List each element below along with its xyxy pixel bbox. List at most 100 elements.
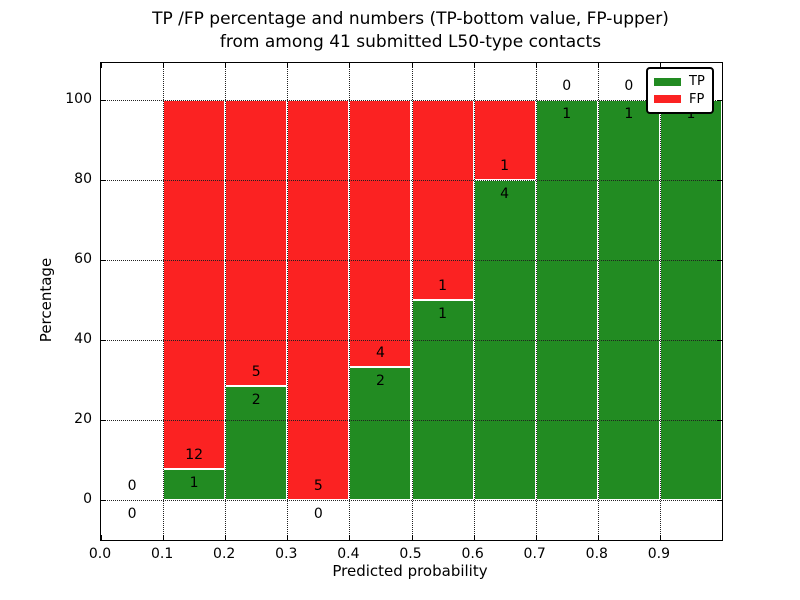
x-tick-label: 0.8	[585, 546, 608, 562]
gridline-vertical	[163, 63, 165, 540]
x-tick-mark	[535, 535, 537, 540]
x-tick-mark	[349, 63, 351, 68]
x-axis-label: Predicted probability	[332, 562, 488, 580]
x-tick-mark	[411, 63, 413, 68]
gridline-vertical	[287, 63, 289, 540]
legend-item-fp: FP	[654, 93, 706, 106]
x-tick-mark	[101, 63, 102, 68]
gridline-vertical	[597, 63, 599, 540]
y-tick-label: 80	[74, 171, 92, 187]
tp-count-label: 2	[251, 391, 261, 408]
bar-segment-tp	[659, 100, 722, 500]
bar-segment-tp	[535, 100, 598, 500]
bar-segment-tp	[225, 385, 288, 500]
x-tick-mark	[163, 535, 165, 540]
tp-count-label: 0	[127, 506, 137, 522]
x-tick-label: 0.6	[461, 546, 484, 562]
x-tick-mark	[473, 535, 475, 540]
y-tick-mark	[101, 340, 106, 341]
y-tick-mark	[101, 260, 106, 261]
y-tick-mark	[717, 500, 722, 501]
fp-count-label: 12	[185, 447, 204, 464]
x-tick-mark	[659, 63, 661, 68]
y-tick-label: 60	[74, 251, 92, 267]
x-tick-label: 0.4	[337, 546, 360, 562]
bar-segment-fp	[163, 100, 226, 470]
y-tick-mark	[717, 260, 722, 261]
x-tick-label: 0.1	[150, 546, 174, 562]
fp-count-label: 0	[624, 78, 634, 94]
chart-title-line1: TP /FP percentage and numbers (TP-bottom…	[152, 9, 669, 29]
tp-count-label: 2	[375, 372, 385, 389]
chart-title-line2: from among 41 submitted L50-type contact…	[219, 32, 602, 52]
legend-label: FP	[689, 91, 705, 107]
gridline-vertical	[349, 63, 351, 540]
chart-title: TP /FP percentage and numbers (TP-bottom…	[100, 8, 721, 54]
y-tick-label: 0	[83, 491, 92, 507]
fp-count-label: 5	[313, 478, 323, 494]
x-tick-label: 0.9	[647, 546, 671, 562]
bar-segment-fp	[287, 100, 350, 500]
x-tick-mark	[163, 63, 165, 68]
bar-segment-fp	[225, 100, 288, 386]
gridline-vertical	[473, 63, 475, 540]
x-tick-mark	[597, 535, 599, 540]
x-tick-label: 0.7	[523, 546, 546, 562]
y-tick-mark	[101, 180, 106, 181]
y-tick-mark	[101, 500, 106, 501]
gridline-vertical	[411, 63, 413, 540]
fp-count-label: 1	[438, 278, 448, 294]
x-tick-mark	[597, 63, 599, 68]
tp-swatch-icon	[654, 77, 681, 86]
bar-segment-tp	[163, 469, 226, 500]
x-tick-mark	[225, 535, 227, 540]
y-tick-label: 100	[65, 91, 92, 107]
x-tick-mark	[101, 535, 102, 540]
y-tick-label: 40	[74, 331, 92, 347]
x-tick-mark	[287, 63, 289, 68]
x-tick-label: 0.2	[213, 546, 236, 562]
y-tick-label: 20	[74, 411, 92, 427]
fp-count-label: 5	[251, 363, 261, 380]
x-tick-label: 0.0	[88, 546, 112, 562]
tp-count-label: 1	[686, 106, 696, 122]
fp-count-label: 4	[375, 344, 385, 361]
plot-area: 001215250421114010101	[100, 62, 723, 541]
y-tick-mark	[717, 100, 722, 101]
legend: TP FP	[646, 67, 714, 114]
fp-count-label: 0	[562, 78, 572, 94]
gridline-vertical	[535, 63, 537, 540]
y-tick-mark	[717, 420, 722, 421]
tp-count-label: 1	[562, 106, 572, 122]
gridline-vertical	[225, 63, 227, 540]
tp-count-label: 1	[438, 306, 448, 322]
bar-segment-fp	[411, 100, 474, 300]
x-tick-mark	[659, 535, 661, 540]
y-tick-mark	[717, 180, 722, 181]
tp-count-label: 0	[313, 506, 323, 522]
x-tick-label: 0.3	[275, 546, 298, 562]
x-tick-mark	[411, 535, 413, 540]
x-tick-mark	[349, 535, 351, 540]
bar-segment-tp	[597, 100, 660, 500]
tp-count-label: 1	[189, 475, 199, 492]
y-tick-mark	[101, 420, 106, 421]
legend-item-tp: TP	[654, 75, 706, 88]
x-tick-mark	[287, 535, 289, 540]
x-tick-mark	[225, 63, 227, 68]
bar-segment-tp	[411, 300, 474, 500]
y-tick-mark	[717, 340, 722, 341]
gridline-vertical	[659, 63, 661, 540]
bar-segment-fp	[349, 100, 412, 367]
fp-count-label: 1	[500, 158, 510, 174]
tp-count-label: 1	[624, 106, 634, 122]
x-tick-label: 0.5	[399, 546, 422, 562]
fp-count-label: 0	[127, 478, 137, 494]
fp-swatch-icon	[654, 95, 681, 104]
y-tick-mark	[101, 100, 106, 101]
x-tick-mark	[535, 63, 537, 68]
x-tick-mark	[473, 63, 475, 68]
tp-count-label: 4	[500, 186, 510, 202]
legend-label: TP	[689, 74, 705, 90]
